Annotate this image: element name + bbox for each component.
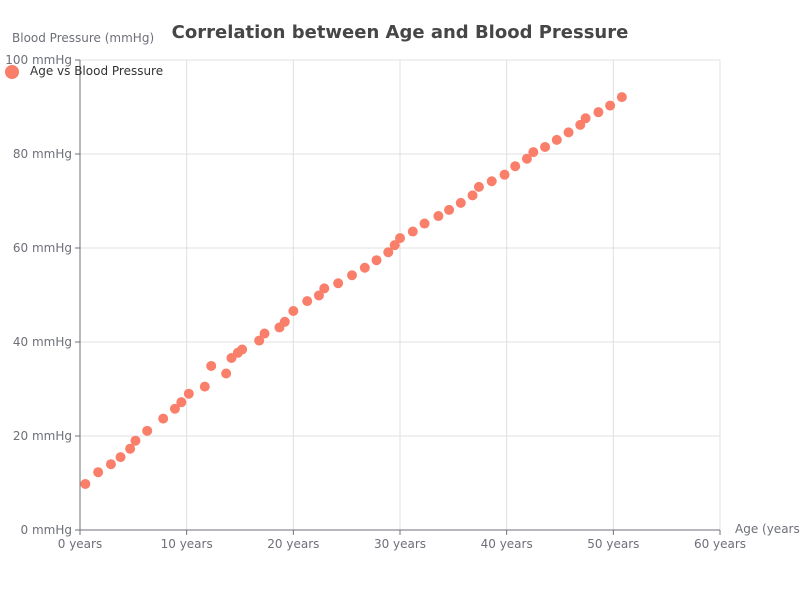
y-tick-label: 20 mmHg <box>13 429 72 443</box>
data-point[interactable] <box>183 388 194 399</box>
x-tick-label: 50 years <box>587 537 639 551</box>
y-tick-label: 100 mmHg <box>5 53 72 67</box>
data-point[interactable] <box>288 305 299 316</box>
grid <box>80 59 721 530</box>
data-point[interactable] <box>395 233 405 244</box>
y-tick-label: 0 mmHg <box>21 523 72 537</box>
data-point[interactable] <box>467 190 478 201</box>
y-tick-label: 80 mmHg <box>13 147 72 161</box>
data-point[interactable] <box>158 413 169 424</box>
data-point[interactable] <box>563 127 574 138</box>
data-point[interactable] <box>142 425 153 436</box>
data-point[interactable] <box>221 368 232 379</box>
data-point[interactable] <box>540 141 551 152</box>
data-point[interactable] <box>313 290 324 301</box>
y-tick-label: 40 mmHg <box>13 335 72 349</box>
y-axis-label: Blood Pressure (mmHg) <box>12 31 154 45</box>
data-point[interactable] <box>433 211 444 222</box>
data-point[interactable] <box>473 181 484 192</box>
x-tick-label: 20 years <box>267 537 319 551</box>
data-point[interactable] <box>115 452 126 463</box>
data-point[interactable] <box>383 247 394 258</box>
data-point[interactable] <box>254 335 265 346</box>
data-point[interactable] <box>347 270 357 281</box>
x-tick-label: 0 years <box>58 537 102 551</box>
data-point[interactable] <box>259 328 270 339</box>
data-point[interactable] <box>130 435 141 446</box>
data-point[interactable] <box>499 169 510 180</box>
data-point[interactable] <box>302 296 313 307</box>
data-point[interactable] <box>605 100 616 111</box>
data-point[interactable] <box>93 467 104 478</box>
y-tick-label: 60 mmHg <box>13 241 72 255</box>
data-point[interactable] <box>333 278 344 289</box>
data-point[interactable] <box>521 153 532 164</box>
data-point[interactable] <box>371 255 382 266</box>
data-point[interactable] <box>389 240 400 251</box>
x-tick-label: 60 years <box>694 537 746 551</box>
data-point[interactable] <box>279 316 290 327</box>
data-point[interactable] <box>593 107 604 118</box>
chart-title: Correlation between Age and Blood Pressu… <box>172 22 629 43</box>
data-point[interactable] <box>105 459 116 470</box>
data-points <box>80 92 627 489</box>
data-point[interactable] <box>419 218 430 229</box>
tick-labels: 0 mmHg 20 mmHg 40 mmHg 60 mmHg 80 mmHg 100 mm… <box>5 53 746 551</box>
legend-label: Age vs Blood Pressure <box>30 64 163 78</box>
x-tick-label: 10 years <box>161 537 213 551</box>
x-axis-label: Age (years) <box>735 522 800 536</box>
data-point[interactable] <box>169 403 180 414</box>
data-point[interactable] <box>510 161 521 172</box>
data-point[interactable] <box>580 113 591 124</box>
legend-marker <box>5 65 19 79</box>
legend[interactable]: Age vs Blood Pressure <box>5 64 163 79</box>
data-point[interactable] <box>80 478 91 489</box>
data-point[interactable] <box>199 381 210 392</box>
x-tick-label: 40 years <box>481 537 533 551</box>
data-point[interactable] <box>616 92 627 103</box>
data-point[interactable] <box>359 262 370 273</box>
data-point[interactable] <box>444 204 455 215</box>
x-tick-label: 30 years <box>374 537 426 551</box>
data-point[interactable] <box>176 397 187 408</box>
data-point[interactable] <box>237 344 248 355</box>
data-point[interactable] <box>125 443 136 454</box>
data-point[interactable] <box>407 226 418 237</box>
data-point[interactable] <box>551 134 562 145</box>
data-point[interactable] <box>486 176 497 187</box>
axes <box>75 59 721 535</box>
data-point[interactable] <box>206 360 217 371</box>
data-point[interactable] <box>319 283 330 294</box>
data-point[interactable] <box>455 197 466 208</box>
data-point[interactable] <box>528 147 539 158</box>
